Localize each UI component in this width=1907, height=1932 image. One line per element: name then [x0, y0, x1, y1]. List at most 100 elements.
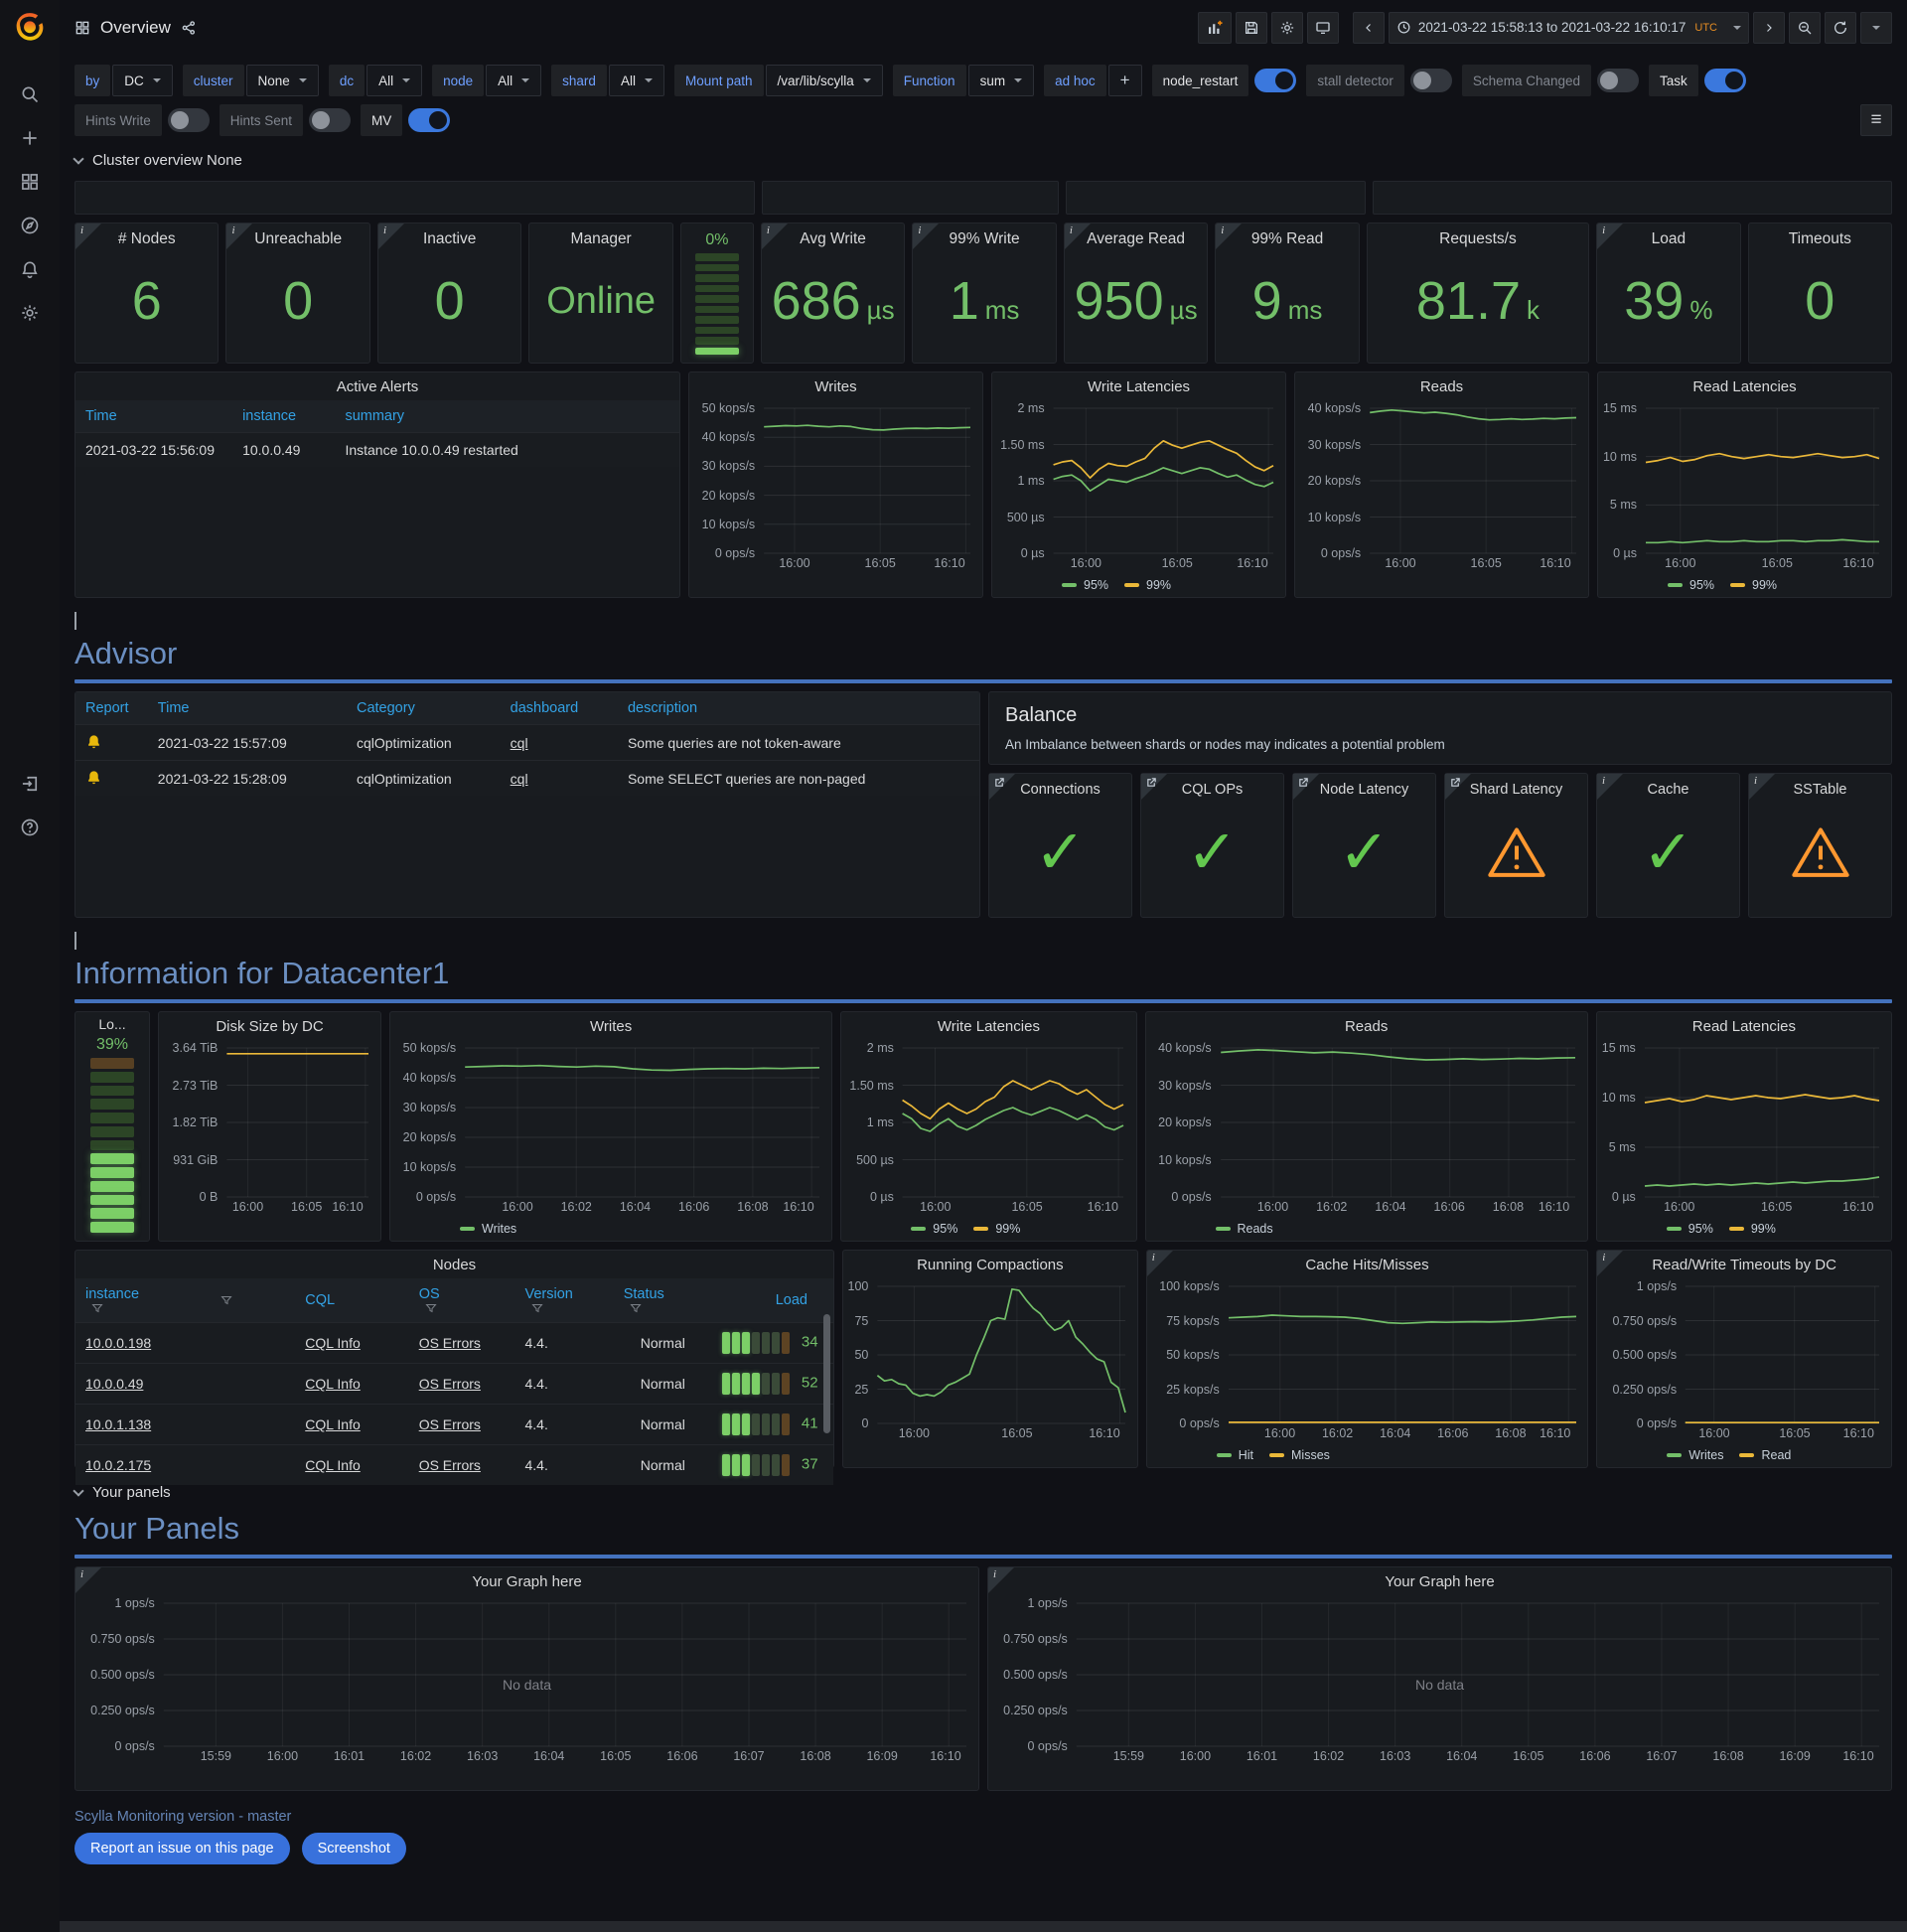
time-range-back-button[interactable] — [1352, 11, 1385, 44]
legend-item[interactable]: Read — [1739, 1448, 1791, 1462]
table-scrollbar[interactable] — [823, 1314, 830, 1433]
legend-item[interactable]: Hit — [1216, 1448, 1253, 1462]
refresh-button[interactable] — [1825, 11, 1856, 44]
filter-value-dropdown[interactable]: All — [486, 65, 542, 96]
dashboard-link[interactable]: cql — [510, 770, 528, 787]
legend-item[interactable]: Writes — [460, 1222, 516, 1236]
dashboard-title[interactable]: Overview — [100, 17, 171, 37]
info-corner-icon[interactable] — [1597, 1251, 1624, 1276]
zoom-out-button[interactable] — [1789, 11, 1821, 44]
info-corner-icon[interactable] — [988, 1567, 1014, 1593]
info-corner-icon[interactable] — [1064, 223, 1091, 249]
instance-link[interactable]: 10.0.0.198 — [85, 1335, 152, 1351]
panel-title[interactable]: Writes — [590, 1017, 633, 1035]
panel-title[interactable]: Running Compactions — [917, 1256, 1064, 1273]
cql-info-link[interactable]: CQL Info — [305, 1335, 361, 1351]
panel-title[interactable]: Read Latencies — [1692, 377, 1797, 395]
filter-value-dropdown[interactable]: sum — [967, 65, 1035, 96]
instance-link[interactable]: 10.0.0.49 — [85, 1376, 144, 1392]
column-header[interactable]: Version — [514, 1278, 614, 1323]
save-dashboard-button[interactable] — [1235, 11, 1267, 44]
os-errors-link[interactable]: OS Errors — [418, 1376, 481, 1392]
column-header[interactable]: instance — [232, 400, 336, 433]
legend-item[interactable]: Writes — [1667, 1448, 1723, 1462]
info-corner-icon[interactable] — [913, 223, 940, 249]
info-corner-icon[interactable] — [1597, 223, 1624, 249]
row-your-panels[interactable]: Your panels — [73, 1484, 1892, 1501]
sign-in-icon[interactable] — [8, 762, 52, 806]
filter-funnel-icon[interactable] — [630, 1302, 642, 1314]
filter-value-dropdown[interactable]: /var/lib/scylla — [765, 65, 883, 96]
os-errors-link[interactable]: OS Errors — [418, 1335, 481, 1351]
info-corner-icon[interactable] — [226, 223, 253, 249]
cql-info-link[interactable]: CQL Info — [305, 1416, 361, 1432]
alerting-bell-icon[interactable] — [8, 247, 52, 291]
version-link[interactable]: Scylla Monitoring version - master — [74, 1809, 292, 1825]
filter-funnel-icon[interactable] — [91, 1302, 103, 1314]
dashboards-icon[interactable] — [8, 160, 52, 204]
dashboard-settings-button[interactable] — [1270, 11, 1303, 44]
legend-item[interactable]: 99% — [973, 1222, 1020, 1236]
column-header[interactable]: Category — [346, 692, 501, 725]
cql-info-link[interactable]: CQL Info — [305, 1457, 361, 1473]
legend-item[interactable]: 95% — [911, 1222, 957, 1236]
time-range-forward-button[interactable] — [1753, 11, 1785, 44]
column-header[interactable]: Time — [147, 692, 347, 725]
search-icon[interactable] — [8, 73, 52, 116]
legend-item[interactable]: 95% — [1062, 578, 1108, 592]
column-header[interactable]: Load — [711, 1278, 833, 1323]
panel-title[interactable]: Reads — [1344, 1017, 1389, 1035]
legend-item[interactable]: 99% — [1728, 1222, 1776, 1236]
column-header[interactable]: Time — [75, 400, 233, 433]
os-errors-link[interactable]: OS Errors — [418, 1457, 481, 1473]
instance-link[interactable]: 10.0.1.138 — [85, 1416, 152, 1432]
adhoc-filter-add-button[interactable]: + — [1107, 65, 1142, 96]
info-corner-icon[interactable] — [1749, 774, 1775, 800]
info-corner-icon[interactable] — [1597, 774, 1623, 800]
column-header[interactable] — [204, 1278, 296, 1323]
panel-title[interactable]: Write Latencies — [1087, 377, 1191, 395]
configuration-gear-icon[interactable] — [8, 291, 52, 335]
panel-title[interactable]: Reads — [1419, 377, 1464, 395]
column-header[interactable]: summary — [335, 400, 679, 433]
row-cluster-overview[interactable]: Cluster overview None — [73, 152, 1892, 169]
panel-title[interactable]: Read Latencies — [1691, 1017, 1797, 1035]
tv-mode-button[interactable] — [1306, 11, 1339, 44]
time-range-picker[interactable]: 2021-03-22 15:58:13 to 2021-03-22 16:10:… — [1388, 11, 1749, 44]
os-errors-link[interactable]: OS Errors — [418, 1416, 481, 1432]
column-header[interactable]: description — [617, 692, 979, 725]
panel-title[interactable]: Nodes — [432, 1256, 477, 1273]
panel-title[interactable]: Read/Write Timeouts by DC — [1652, 1256, 1836, 1273]
legend-item[interactable]: 95% — [1668, 578, 1714, 592]
collapsed-row-chevron[interactable] — [74, 932, 1892, 950]
filter-value-dropdown[interactable]: All — [608, 65, 664, 96]
column-header[interactable]: dashboard — [500, 692, 618, 725]
screenshot-button[interactable]: Screenshot — [301, 1833, 406, 1864]
panel-title[interactable]: Active Alerts — [336, 377, 419, 395]
create-plus-icon[interactable] — [8, 116, 52, 160]
filter-value-dropdown[interactable]: All — [367, 65, 423, 96]
refresh-interval-dropdown[interactable] — [1860, 11, 1892, 44]
info-corner-icon[interactable] — [1216, 223, 1243, 249]
info-corner-icon[interactable] — [377, 223, 404, 249]
toggle-mv[interactable] — [408, 108, 451, 132]
dashboard-link[interactable]: cql — [510, 734, 528, 751]
panel-title[interactable]: Cache Hits/Misses — [1305, 1256, 1429, 1273]
filter-value-dropdown[interactable]: DC — [112, 65, 173, 96]
column-header[interactable]: Status — [613, 1278, 712, 1323]
toggle-task[interactable] — [1703, 69, 1746, 92]
info-corner-icon[interactable] — [1146, 1251, 1173, 1276]
legend-item[interactable]: Reads — [1215, 1222, 1273, 1236]
panel-title[interactable]: Disk Size by DC — [216, 1017, 324, 1035]
filter-value-dropdown[interactable]: None — [245, 65, 319, 96]
toggle-stall-detector[interactable] — [1409, 69, 1452, 92]
column-header[interactable]: OS — [408, 1278, 515, 1323]
panel-title[interactable]: Writes — [814, 377, 857, 395]
toggle-hints-sent[interactable] — [309, 108, 352, 132]
panel-title[interactable]: Your Graph here — [1385, 1572, 1495, 1590]
filter-funnel-icon[interactable] — [530, 1302, 543, 1314]
hamburger-menu-icon[interactable]: ≡ — [1860, 104, 1892, 136]
info-corner-icon[interactable] — [761, 223, 788, 249]
panel-title[interactable]: Lo... — [98, 1016, 126, 1032]
grafana-logo-icon[interactable] — [13, 11, 47, 45]
